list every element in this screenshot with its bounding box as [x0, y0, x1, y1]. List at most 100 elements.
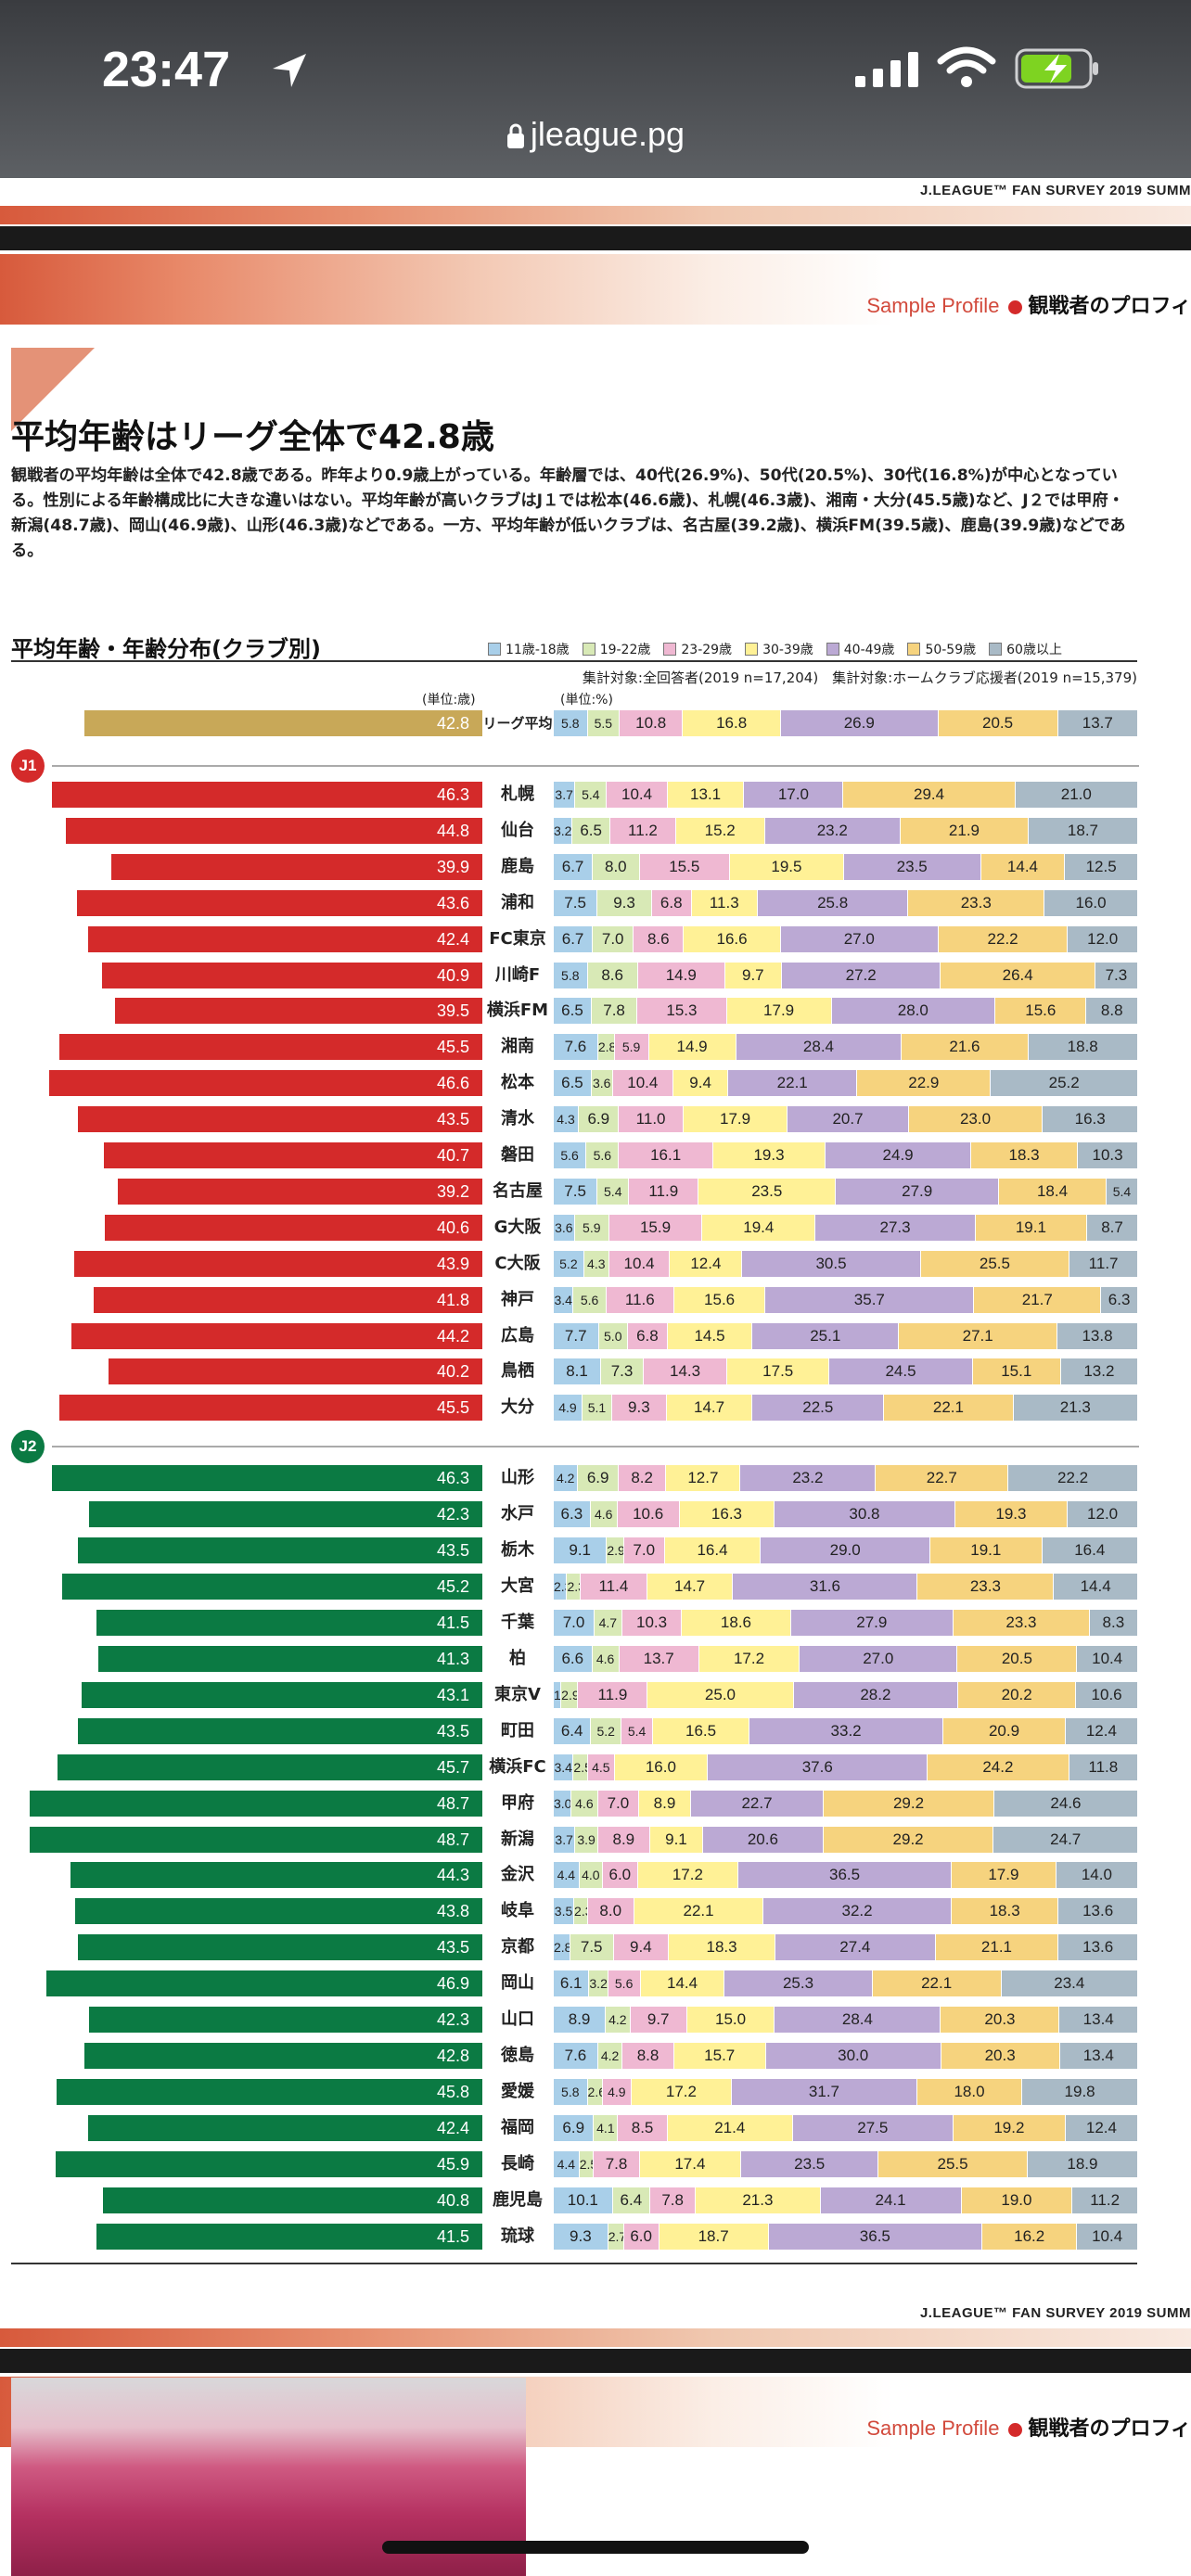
age-segment: 20.9	[943, 1717, 1066, 1744]
club-name: 大宮	[501, 1575, 534, 1596]
age-distribution-bar: 3.52.38.022.132.218.313.6	[554, 1898, 1138, 1925]
age-segment: 9.1	[554, 1537, 608, 1563]
age-segment: 13.8	[1057, 1322, 1138, 1349]
legend-swatch	[488, 643, 501, 656]
age-segment: 4.2	[606, 2007, 631, 2034]
home-indicator[interactable]	[382, 2541, 809, 2554]
age-segment: 5.6	[554, 1142, 587, 1168]
club-row: 40.9 川崎F 5.8 8.6 14.9 9.7 27.2 26.4 7.3	[0, 962, 1141, 988]
age-segment: 25.5	[920, 1250, 1070, 1277]
age-segment: 11.9	[578, 1681, 648, 1708]
club-row: 43.8 岐阜 3.52.38.022.132.218.313.6	[0, 1898, 1141, 1925]
age-distribution-bar: 7.5 9.3 6.8 11.3 25.8 23.3 16.0	[554, 889, 1138, 916]
avg-age-bar: 44.8	[65, 817, 482, 844]
survey-header-2: J.LEAGUE™ FAN SURVEY 2019 SUMM	[919, 2305, 1191, 2321]
club-name: 神戸	[501, 1289, 534, 1309]
age-segment: 24.9	[826, 1142, 971, 1168]
club-row: 43.6 浦和 7.5 9.3 6.8 11.3 25.8 23.3 16.0	[0, 889, 1141, 916]
age-segment: 11.4	[580, 1573, 647, 1600]
age-segment: 1.3	[554, 1681, 562, 1708]
url-bar[interactable]: jleague.pg	[0, 115, 1191, 154]
j1-divider	[52, 765, 1139, 767]
age-segment: 2.5	[579, 2151, 595, 2178]
age-segment: 32.2	[763, 1898, 952, 1925]
club-row: 41.5 琉球 9.32.76.018.736.516.210.4	[0, 2223, 1141, 2250]
sample-note: 集計対象:全回答者(2019 n=17,204) 集計対象:ホームクラブ応援者(…	[582, 670, 1137, 686]
age-segment: 36.5	[768, 2223, 983, 2250]
age-segment: 9.3	[612, 1395, 667, 1422]
avg-age-bar: 46.3	[51, 782, 482, 808]
age-segment: 23.5	[843, 853, 981, 880]
age-segment: 22.1	[634, 1898, 764, 1925]
age-segment: 7.8	[591, 998, 638, 1025]
age-segment: 19.3	[712, 1142, 826, 1168]
club-row: 48.7 新潟 3.7 3.9 8.9 9.1 20.6 29.2 24.7	[0, 1826, 1141, 1853]
age-distribution-bar: 3.6 5.9 15.9 19.4 27.3 19.1 8.7	[554, 1214, 1138, 1241]
age-segment: 14.5	[667, 1322, 753, 1349]
club-row: 46.9 岡山 6.1 3.2 5.6 14.4 25.3 22.1 23.4	[0, 1970, 1141, 1997]
age-segment: 27.1	[899, 1322, 1058, 1349]
age-segment: 2.9	[561, 1681, 579, 1708]
age-segment: 8.9	[638, 1790, 692, 1817]
age-segment: 28.4	[736, 1034, 903, 1061]
age-segment: 3.4	[554, 1753, 574, 1780]
age-segment: 5.0	[598, 1322, 628, 1349]
avg-age-bar: 48.7	[29, 1790, 482, 1817]
legend-item: 60歳以上	[989, 640, 1062, 658]
age-segment: 9.3	[554, 2223, 608, 2250]
legend-label: 50-59歳	[925, 643, 977, 657]
age-segment: 19.3	[954, 1500, 1069, 1527]
survey-header: J.LEAGUE™ FAN SURVEY 2019 SUMM	[919, 183, 1191, 198]
age-distribution-bar: 1.32.911.925.028.220.210.6	[554, 1681, 1138, 1708]
age-segment: 11.7	[1069, 1250, 1138, 1277]
age-distribution-bar: 3.0 4.6 7.0 8.9 22.7 29.2 24.6	[554, 1790, 1138, 1817]
age-segment: 21.1	[935, 1934, 1059, 1961]
club-row: 41.5 千葉 7.0 4.7 10.3 18.6 27.9 23.3 8.3	[0, 1609, 1141, 1636]
age-segment: 3.2	[554, 817, 573, 844]
chart-title: 平均年齢・年齢分布(クラブ別)	[11, 636, 321, 662]
age-segment: 5.2	[591, 1717, 622, 1744]
age-segment: 31.6	[733, 1573, 918, 1600]
age-segment: 18.9	[1027, 2151, 1138, 2178]
club-row: 42.4 福岡 6.9 4.1 8.5 21.4 27.5 19.2 12.4	[0, 2115, 1141, 2142]
header-black-band-2	[0, 2349, 1191, 2373]
age-segment: 24.7	[993, 1826, 1138, 1853]
age-distribution-bar: 4.42.57.817.423.525.518.9	[554, 2151, 1138, 2178]
age-segment: 3.4	[554, 1286, 574, 1313]
legend-swatch	[745, 643, 759, 656]
age-segment: 13.7	[619, 1645, 699, 1672]
age-segment: 25.0	[647, 1681, 794, 1708]
age-segment: 15.6	[673, 1286, 766, 1313]
age-segment: 22.1	[728, 1070, 858, 1097]
age-segment: 10.3	[1078, 1142, 1138, 1168]
age-distribution-bar: 5.8 8.6 14.9 9.7 27.2 26.4 7.3	[554, 962, 1138, 988]
club-row: 40.8 鹿児島 10.1 6.4 7.8 21.3 24.1 19.0 11.2	[0, 2187, 1141, 2213]
age-segment: 12.4	[670, 1250, 743, 1277]
age-segment: 10.4	[608, 1250, 671, 1277]
article-body: 観戦者の平均年齢は全体で42.8歳である。昨年より0.9歳上がっている。年齢層で…	[11, 466, 1126, 560]
age-segment: 18.7	[659, 2223, 769, 2250]
age-segment: 22.1	[872, 1970, 1002, 1997]
club-name: 岐阜	[501, 1901, 534, 1921]
club-row: 46.3 札幌 3.7 5.4 10.4 13.1 17.0 29.4 21.0	[0, 782, 1141, 808]
avg-age-bar: 42.4	[87, 2115, 482, 2142]
avg-age-bar: 46.9	[45, 1970, 482, 1997]
age-segment: 6.9	[579, 1106, 620, 1133]
age-segment: 7.8	[594, 2151, 640, 2178]
chart-title-rule	[11, 660, 1137, 662]
age-segment: 8.6	[634, 925, 685, 952]
browser-status-bar: 23:47 jleague.pg	[0, 0, 1191, 178]
club-name: 山形	[501, 1468, 534, 1487]
avg-age-bar: 42.3	[88, 1500, 482, 1527]
age-segment: 4.2	[554, 1465, 579, 1491]
age-distribution-bar: 3.7 5.4 10.4 13.1 17.0 29.4 21.0	[554, 782, 1138, 808]
avg-age-bar: 45.9	[55, 2151, 482, 2178]
age-segment: 26.9	[781, 710, 939, 736]
age-segment: 16.6	[684, 925, 781, 952]
age-segment: 3.5	[554, 1898, 575, 1925]
club-row: 42.3 山口 8.9 4.2 9.7 15.0 28.4 20.3 13.4	[0, 2007, 1141, 2034]
age-segment: 7.8	[650, 2187, 697, 2213]
club-name: 柏	[509, 1648, 526, 1668]
chart-legend: 11歳-18歳 19-22歳 23-29歳 30-39歳 40-49歳 50-59歳 60歳…	[488, 640, 1075, 658]
age-segment: 14.4	[1054, 1573, 1138, 1600]
